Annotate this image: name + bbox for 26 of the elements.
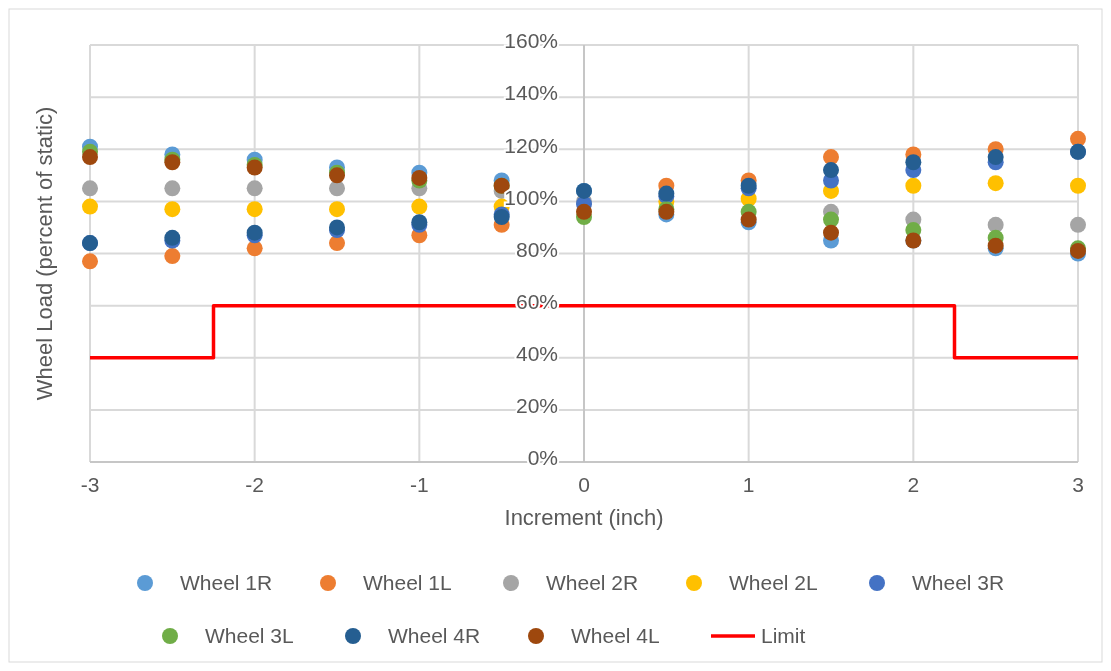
x-axis-title: Increment (inch) [504, 505, 664, 530]
x-tick-label: 0 [578, 473, 590, 496]
legend-label: Wheel 1L [363, 571, 452, 595]
y-tick-label: 140% [504, 81, 558, 105]
legend-label: Wheel 2L [729, 571, 818, 595]
x-tick-label: -1 [409, 473, 429, 496]
legend-label: Wheel 1R [180, 571, 273, 595]
y-tick-label: 80% [515, 237, 558, 261]
legend-label: Wheel 3L [205, 624, 294, 648]
legend-label: Wheel 3R [912, 571, 1005, 595]
x-tick-label: 3 [1072, 473, 1084, 496]
y-tick-label: 0% [527, 446, 558, 470]
legend-label: Wheel 4R [388, 624, 481, 648]
legend-label: Wheel 4L [571, 624, 660, 648]
y-tick-label: 160% [504, 29, 558, 53]
legend-label: Limit [761, 624, 806, 648]
y-tick-label: 100% [504, 185, 558, 209]
x-tick-label: -2 [245, 473, 265, 496]
x-tick-label: 2 [907, 473, 920, 496]
y-tick-label: 120% [504, 133, 558, 157]
x-tick-label: -3 [80, 473, 100, 496]
legend-label: Wheel 2R [546, 571, 639, 595]
x-tick-label: 1 [742, 473, 755, 496]
y-axis-title: Wheel Load (percent of static) [32, 106, 57, 401]
y-tick-label: 40% [515, 342, 558, 366]
y-tick-label: 20% [515, 394, 558, 418]
